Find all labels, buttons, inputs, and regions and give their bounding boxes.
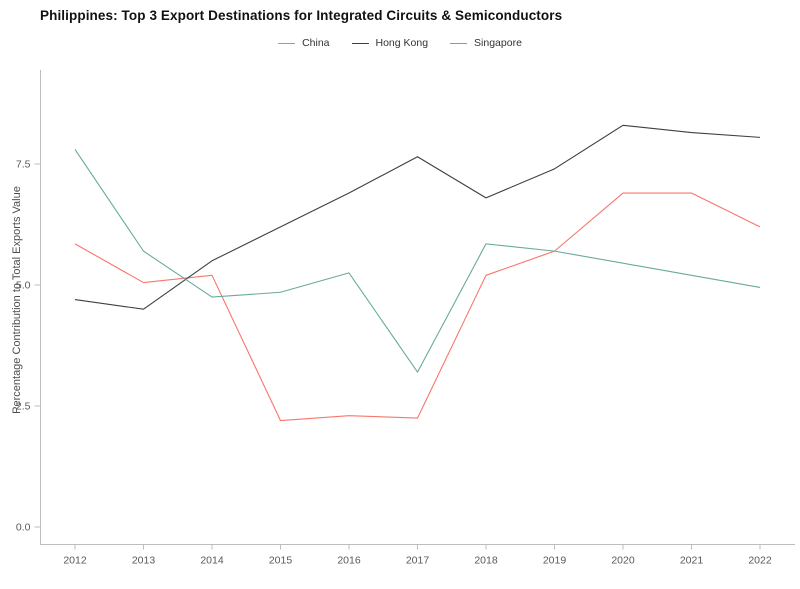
- x-tick-label: 2017: [406, 555, 430, 567]
- legend-item-singapore: Singapore: [450, 37, 522, 49]
- x-tick-label: 2018: [474, 555, 498, 567]
- legend-line-swatch-china: [278, 42, 296, 44]
- y-tick-label: 5.0: [16, 280, 31, 292]
- y-tick-label: 0.0: [16, 522, 31, 534]
- x-tick-label: 2014: [200, 555, 224, 567]
- legend-line-swatch-hong-kong: [351, 42, 369, 44]
- x-tick-label: 2021: [680, 555, 704, 567]
- series-line-singapore: [74, 149, 761, 373]
- series-line-hong-kong: [74, 124, 761, 310]
- legend-item-hong-kong: Hong Kong: [351, 37, 429, 49]
- y-tick-label: 7.5: [16, 159, 31, 171]
- series-line-china: [74, 192, 761, 422]
- legend-item-china: China: [278, 37, 330, 49]
- x-tick-label: 2020: [611, 555, 635, 567]
- x-tick-label: 2012: [63, 555, 87, 567]
- x-tick-label: 2016: [337, 555, 361, 567]
- x-tick-label: 2013: [132, 555, 156, 567]
- y-tick-label: 2.5: [16, 401, 31, 413]
- legend: China Hong Kong Singapore: [0, 37, 800, 49]
- legend-label-china: China: [302, 37, 330, 49]
- x-tick-label: 2015: [269, 555, 293, 567]
- chart-title: Philippines: Top 3 Export Destinations f…: [40, 8, 563, 23]
- legend-label-singapore: Singapore: [474, 37, 522, 49]
- legend-line-swatch-singapore: [450, 42, 468, 44]
- x-tick-label: 2019: [543, 555, 567, 567]
- legend-label-hong-kong: Hong Kong: [375, 37, 429, 49]
- x-tick-label: 2022: [748, 555, 772, 567]
